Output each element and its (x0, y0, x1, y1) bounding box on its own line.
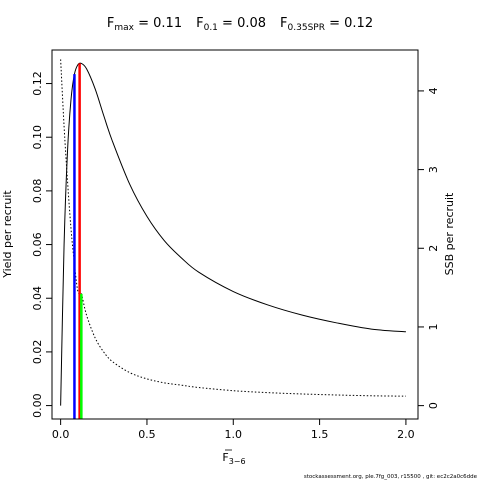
f035-label: F (280, 16, 287, 31)
y-left-tick-label: 0.00 (31, 393, 44, 418)
yield-per-recruit-line (60, 62, 406, 406)
x-tick-label: 1.0 (225, 428, 243, 441)
f035-subscript: 0.35SPR (288, 23, 325, 33)
y-axis-right-title: SSB per recruit (443, 192, 456, 275)
fmax-value: 0.11 (153, 16, 182, 31)
y-left-tick-label: 0.10 (31, 125, 44, 150)
y-right-tick-label: 2 (427, 245, 440, 252)
x-tick-label: 0.0 (52, 428, 70, 441)
reference-lines (73, 63, 83, 419)
y-left-tick-label: 0.02 (31, 340, 44, 365)
series-layer (60, 59, 406, 406)
x-axis: 0.0 0.5 1.0 1.5 2.0 (52, 418, 415, 441)
y-axis-left-title: Yield per recruit (1, 190, 14, 279)
f01-label: F (196, 16, 203, 31)
x-axis-title-main: F (222, 451, 228, 464)
f01-value: 0.08 (237, 16, 266, 31)
x-axis-title-sub: 3−6 (229, 457, 246, 466)
y-right-tick-label: 1 (427, 323, 440, 330)
y-right-tick-label: 4 (427, 87, 440, 94)
x-tick-label: 0.5 (138, 428, 156, 441)
f035-value: 0.12 (344, 16, 373, 31)
fmax-label: F (107, 16, 114, 31)
footer-credit: stockassessment.org, ple.7fg_003, r15500… (304, 474, 478, 480)
ssb-per-recruit-line (60, 59, 406, 397)
y-axis-right: 0 1 2 3 4 (418, 87, 440, 409)
f01-subscript: 0.1 (204, 23, 218, 33)
y-axis-left: 0.00 0.02 0.04 0.06 0.08 0.10 0.12 (31, 71, 52, 418)
y-right-tick-label: 3 (427, 166, 440, 173)
x-tick-label: 1.5 (311, 428, 329, 441)
y-left-tick-label: 0.06 (31, 232, 44, 257)
x-tick-label: 2.0 (397, 428, 415, 441)
chart-title: Fmax = 0.11 F0.1 = 0.08 F0.35SPR = 0.12 (107, 16, 373, 33)
y-left-tick-label: 0.04 (31, 286, 44, 311)
y-left-tick-label: 0.12 (31, 71, 44, 96)
fmax-subscript: max (114, 23, 134, 33)
y-right-tick-label: 0 (427, 402, 440, 409)
y-left-tick-label: 0.08 (31, 179, 44, 204)
x-axis-title: F3−6 (222, 451, 245, 466)
plot-frame (51, 49, 419, 420)
